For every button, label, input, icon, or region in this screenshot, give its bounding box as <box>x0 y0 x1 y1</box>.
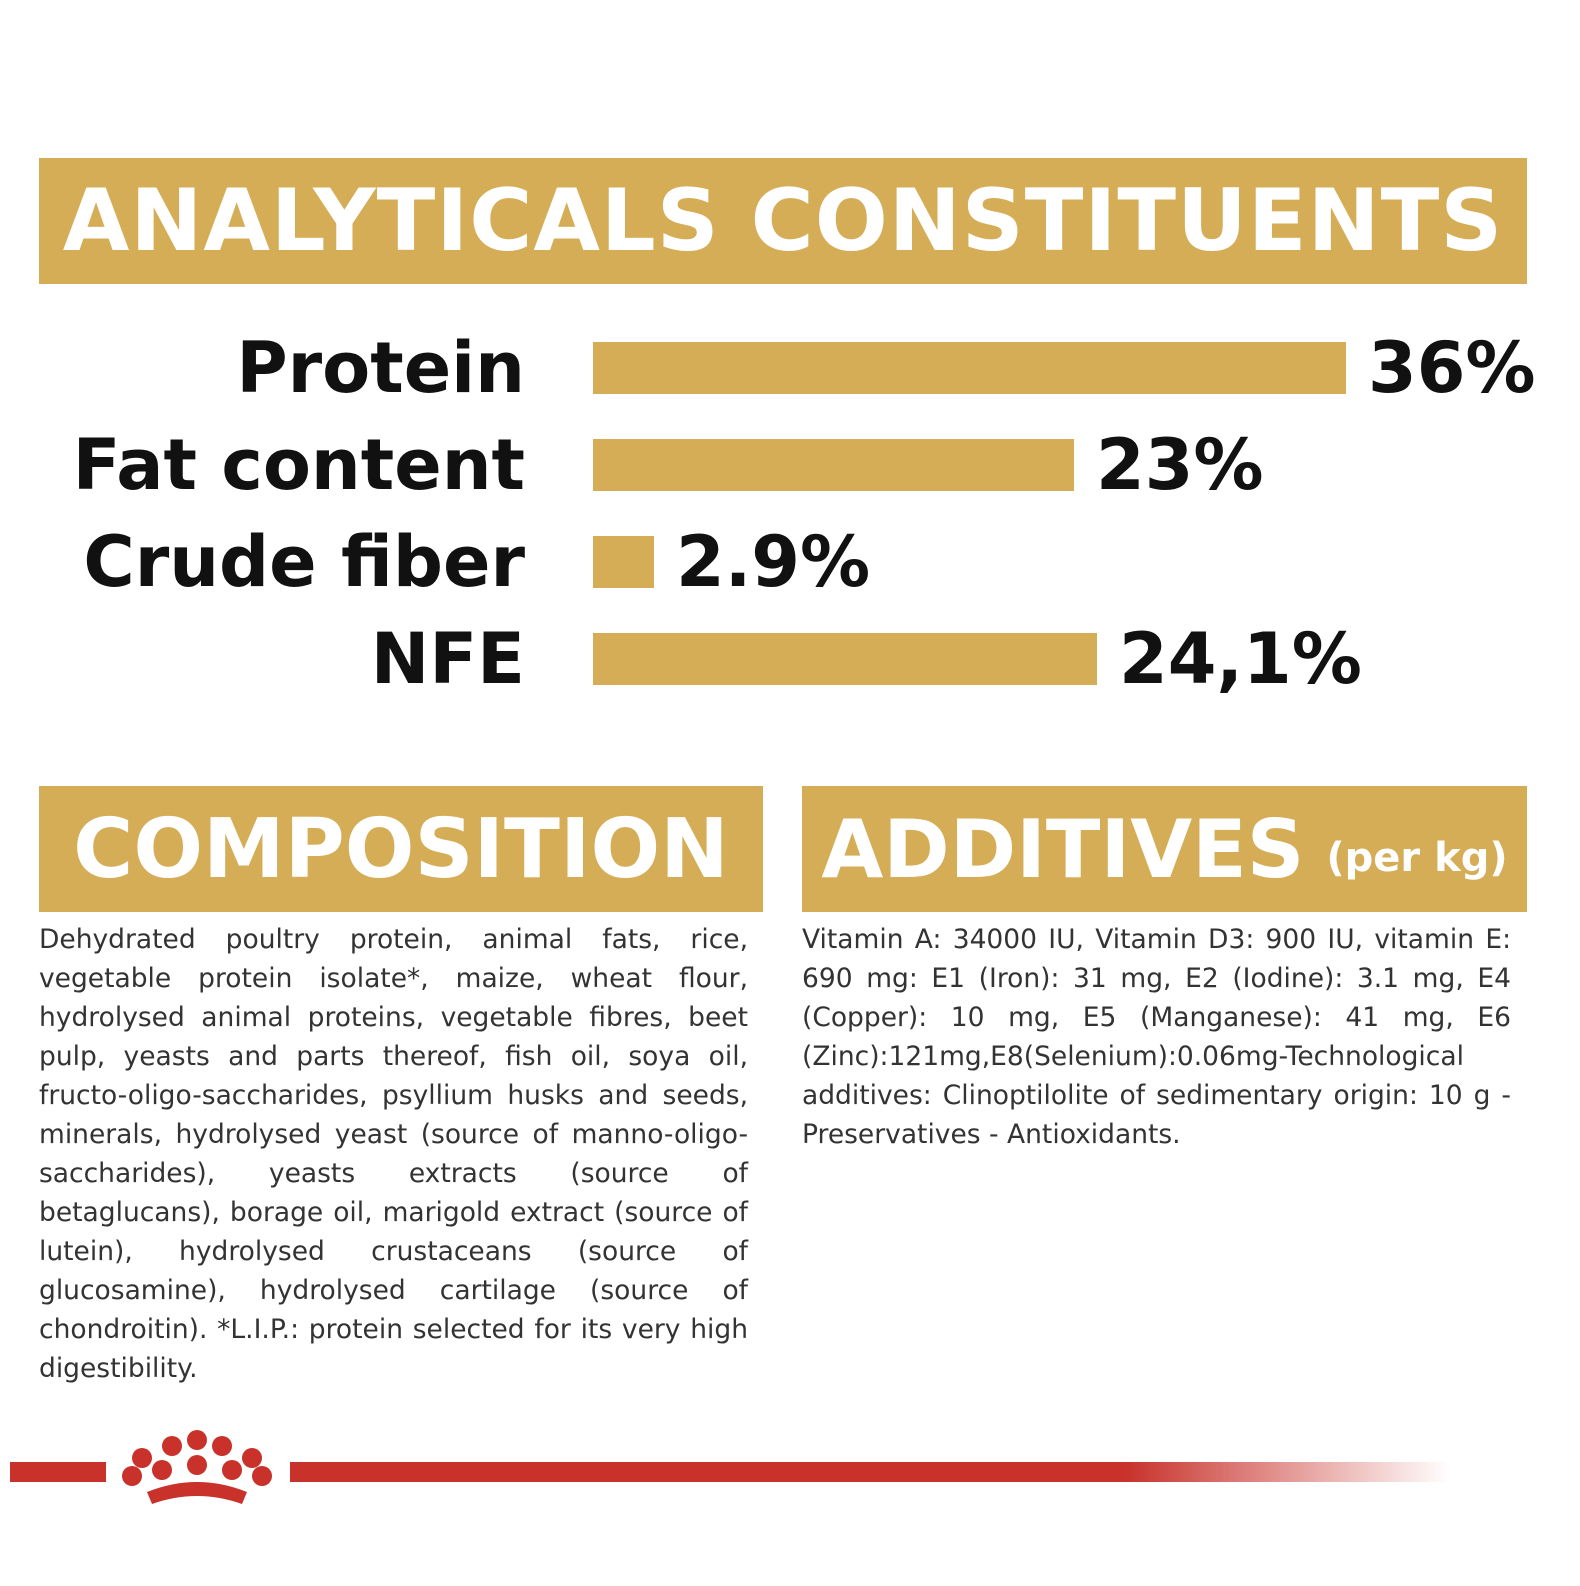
additives-banner: ADDITIVES (per kg) <box>802 786 1527 912</box>
bar <box>593 342 1346 394</box>
composition-title: COMPOSITION <box>73 801 729 897</box>
additives-title: ADDITIVES <box>821 802 1305 896</box>
bar <box>593 439 1074 491</box>
bar-label: Fat content <box>72 424 525 506</box>
bar <box>593 536 654 588</box>
additives-text: Vitamin A: 34000 IU, Vitamin D3: 900 IU,… <box>802 924 1511 1150</box>
constituents-chart: Protein 36% Fat content 23% Crude fiber 2.9% N… <box>0 320 1580 720</box>
bar-value-label: 23% <box>1096 424 1264 506</box>
bar-value-label: 2.9% <box>676 521 871 603</box>
bar <box>593 633 1097 685</box>
additives-subtitle: (per kg) <box>1326 835 1508 881</box>
analytics-title: ANALYTICALS CONSTITUENTS <box>62 171 1504 271</box>
composition-banner: COMPOSITION <box>39 786 763 912</box>
bar-label: Crude fiber <box>83 521 525 603</box>
bar-value-label: 24,1% <box>1119 618 1362 700</box>
analytics-banner: ANALYTICALS CONSTITUENTS <box>39 158 1527 284</box>
composition-text: Dehydrated poultry protein, animal fats,… <box>39 924 748 1384</box>
bar-label: Protein <box>236 327 525 409</box>
brand-footer <box>0 1420 1580 1520</box>
footer-line-right <box>290 1462 1450 1482</box>
footer-line-left <box>10 1462 106 1482</box>
bar-label: NFE <box>370 618 525 700</box>
bar-value-label: 36% <box>1368 327 1536 409</box>
crown-logo-icon <box>122 1430 272 1504</box>
